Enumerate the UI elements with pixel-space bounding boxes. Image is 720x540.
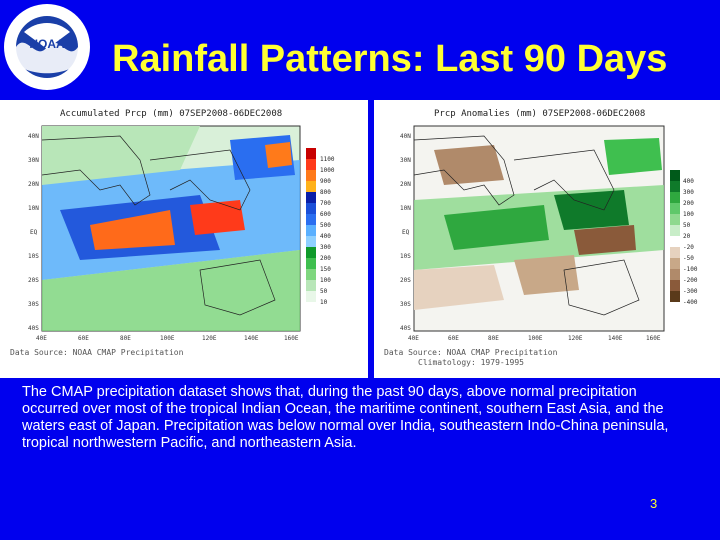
left-colorbar: 1100 1000 900 800 700 600 500 400 300 20…	[306, 148, 335, 306]
left-cb-label: 500	[320, 222, 331, 229]
right-cb-label: 400	[683, 178, 694, 185]
lat-label: 40S	[400, 325, 411, 332]
lat-label: 40N	[28, 133, 39, 140]
right-lat-labels: 40N 30N 20N 10N EQ 10S 20S 30S 40S	[400, 133, 411, 332]
lat-label: 20S	[400, 277, 411, 284]
lat-label: 40S	[28, 325, 39, 332]
lat-label: 30N	[28, 157, 39, 164]
lon-label: 140E	[608, 335, 623, 342]
lat-label: 40N	[400, 133, 411, 140]
left-cb-label: 600	[320, 211, 331, 218]
lat-label: 10N	[400, 205, 411, 212]
slide-title: Rainfall Patterns: Last 90 Days	[112, 38, 668, 80]
right-lon-labels: 40E 60E 80E 100E 120E 140E 160E	[408, 335, 661, 342]
right-cb-label: -400	[683, 299, 698, 306]
lon-label: 80E	[488, 335, 499, 342]
right-cb-label: 100	[683, 211, 694, 218]
left-cb-label: 200	[320, 255, 331, 262]
lat-label: 20N	[28, 181, 39, 188]
lat-label: 10S	[400, 253, 411, 260]
lon-label: 120E	[568, 335, 583, 342]
left-cb-label: 300	[320, 244, 331, 251]
right-map-title: Prcp Anomalies (mm) 07SEP2008-06DEC2008	[434, 109, 646, 119]
lon-label: 160E	[646, 335, 661, 342]
left-cb-label: 1100	[320, 156, 335, 163]
lon-label: 60E	[78, 335, 89, 342]
lat-label: 10S	[28, 253, 39, 260]
left-cb-label: 900	[320, 178, 331, 185]
left-cb-label: 1000	[320, 167, 335, 174]
lon-label: 40E	[36, 335, 47, 342]
page-number: 3	[650, 496, 658, 511]
right-cb-label: -100	[683, 266, 698, 273]
left-map-graphic: 1100 1000 900 800 700 600 500 400 300 20…	[28, 125, 335, 342]
accumulated-precip-map: Accumulated Prcp (mm) 07SEP2008-06DEC200…	[0, 100, 368, 378]
lon-label: 120E	[202, 335, 217, 342]
left-cb-label: 800	[320, 189, 331, 196]
lon-label: 100E	[160, 335, 175, 342]
left-map-title: Accumulated Prcp (mm) 07SEP2008-06DEC200…	[60, 109, 283, 119]
left-cb-label: 10	[320, 299, 328, 306]
lat-label: 10N	[28, 205, 39, 212]
lon-label: 140E	[244, 335, 259, 342]
lat-label: EQ	[402, 229, 410, 236]
lat-label: 30S	[400, 301, 411, 308]
noaa-logo: NOAA	[4, 4, 90, 90]
right-cb-label: -200	[683, 277, 698, 284]
left-lat-labels: 40N 30N 20N 10N EQ 10S 20S 30S 40S	[28, 133, 39, 332]
lon-label: 100E	[528, 335, 543, 342]
left-cb-label: 50	[320, 288, 328, 295]
lat-label: 30N	[400, 157, 411, 164]
lon-label: 160E	[284, 335, 299, 342]
precip-anomaly-map: Prcp Anomalies (mm) 07SEP2008-06DEC2008 …	[374, 100, 720, 378]
right-cb-label: -20	[683, 244, 694, 251]
left-lon-labels: 40E 60E 80E 100E 120E 140E 160E	[36, 335, 299, 342]
lat-label: 20N	[400, 181, 411, 188]
right-cb-label: 20	[683, 233, 691, 240]
right-map-graphic: 400 300 200 100 50 20 -20 -50 -100 -200 …	[400, 125, 698, 342]
lat-label: 20S	[28, 277, 39, 284]
left-map-source: Data Source: NOAA CMAP Precipitation	[10, 348, 184, 357]
logo-text: NOAA	[29, 37, 65, 51]
lat-label: EQ	[30, 229, 38, 236]
lon-label: 40E	[408, 335, 419, 342]
left-cb-label: 100	[320, 277, 331, 284]
left-cb-label: 150	[320, 266, 331, 273]
right-cb-label: 300	[683, 189, 694, 196]
right-cb-label: -50	[683, 255, 694, 262]
right-cb-label: -300	[683, 288, 698, 295]
lat-label: 30S	[28, 301, 39, 308]
lon-label: 80E	[120, 335, 131, 342]
right-cb-label: 50	[683, 222, 691, 229]
left-cb-label: 700	[320, 200, 331, 207]
right-map-source: Data Source: NOAA CMAP Precipitation	[384, 348, 558, 357]
right-map-climatology: Climatology: 1979-1995	[418, 358, 524, 367]
lon-label: 60E	[448, 335, 459, 342]
right-cb-label: 200	[683, 200, 694, 207]
right-colorbar: 400 300 200 100 50 20 -20 -50 -100 -200 …	[670, 170, 698, 306]
left-cb-label: 400	[320, 233, 331, 240]
slide-caption: The CMAP precipitation dataset shows tha…	[22, 384, 669, 451]
